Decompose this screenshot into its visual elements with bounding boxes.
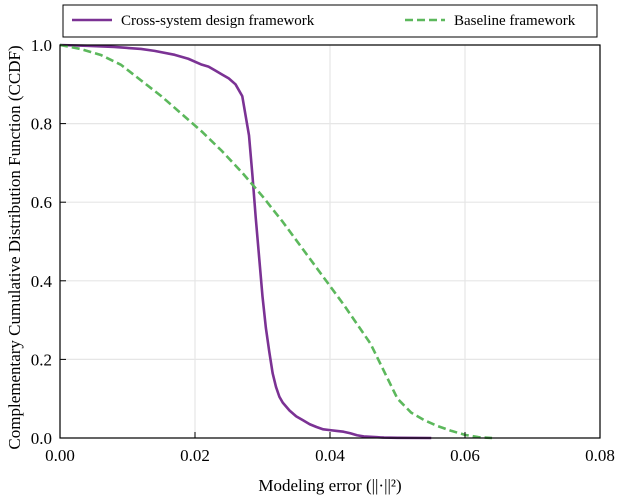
series-lines [59, 43, 493, 440]
x-tick-label: 0.06 [450, 446, 480, 465]
legend-label-baseline: Baseline framework [454, 13, 576, 29]
y-tick-label: 0.2 [31, 350, 52, 369]
y-tick-label: 0.0 [31, 429, 52, 448]
x-tick-label: 0.08 [585, 446, 615, 465]
series-line-0 [59, 43, 432, 440]
x-tick-label: 0.04 [315, 446, 345, 465]
x-tick-label: 0.02 [180, 446, 210, 465]
y-tick-label: 0.6 [31, 193, 52, 212]
legend-label-cross-system: Cross-system design framework [121, 13, 315, 29]
y-axis-title: Complementary Cumulative Distribution Fu… [5, 45, 24, 449]
legend: Cross-system design framework Baseline f… [62, 4, 598, 38]
grid-lines [59, 44, 601, 439]
x-axis-title: Modeling error (||·||²) [258, 476, 401, 495]
series-line-1 [59, 43, 493, 440]
y-tick-label: 1.0 [31, 36, 52, 55]
x-tick-label: 0.00 [45, 446, 75, 465]
legend-box [62, 4, 598, 38]
y-tick-label: 0.8 [31, 115, 52, 134]
y-tick-label: 0.4 [31, 272, 53, 291]
axis-ticks: 0.00 0.02 0.04 0.06 0.08 0.0 0.2 0.4 0.6 0.8 1.0 [31, 36, 615, 465]
